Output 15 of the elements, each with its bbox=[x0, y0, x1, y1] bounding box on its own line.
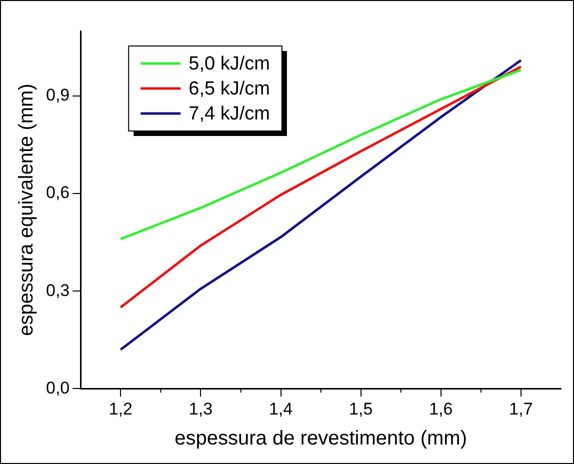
y-tick-label: 0,6 bbox=[46, 183, 70, 202]
legend-label: 6,5 kJ/cm bbox=[188, 78, 270, 100]
x-tick-label: 1,3 bbox=[188, 399, 213, 418]
legend-label: 5,0 kJ/cm bbox=[188, 54, 270, 75]
x-tick-label: 1,5 bbox=[349, 399, 373, 418]
legend-label: 7,4 kJ/cm bbox=[188, 104, 270, 125]
x-tick-label: 1,2 bbox=[108, 399, 132, 418]
y-axis-title: espessura equivalente (mm) bbox=[16, 84, 38, 336]
x-tick-label: 1,6 bbox=[429, 399, 453, 418]
y-tick-label: 0,0 bbox=[46, 378, 70, 398]
x-tick-label: 1,4 bbox=[268, 399, 293, 418]
x-axis-title: espessura de revestimento (mm) bbox=[174, 428, 467, 450]
x-tick-label: 1,7 bbox=[509, 399, 533, 418]
y-tick-label: 0,9 bbox=[46, 86, 70, 105]
y-tick-label: 0,3 bbox=[46, 280, 70, 300]
